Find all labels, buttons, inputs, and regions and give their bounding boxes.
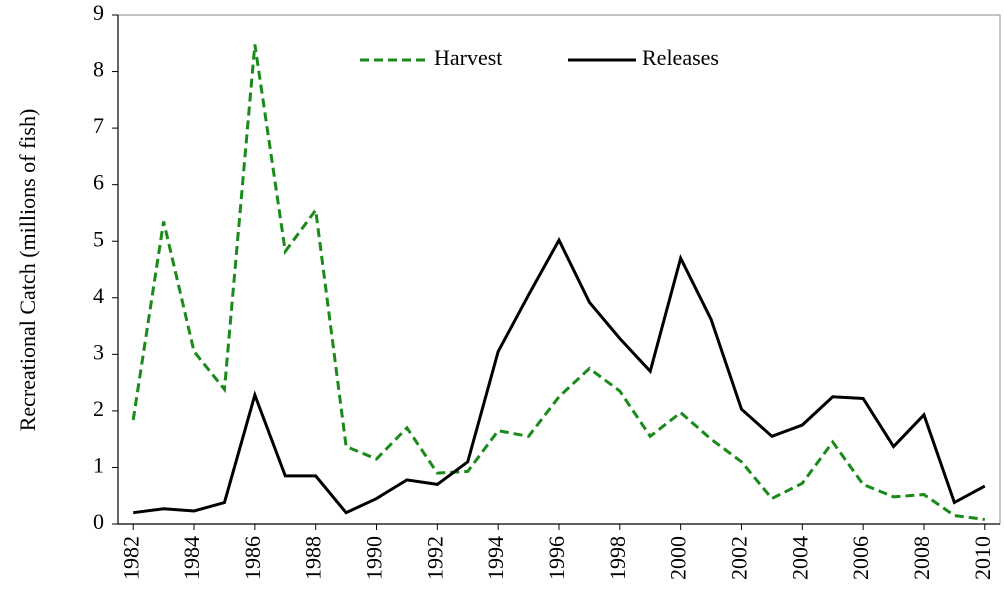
x-tick-label: 1994 xyxy=(483,536,508,580)
y-tick-label: 6 xyxy=(93,170,104,195)
y-tick-label: 3 xyxy=(93,339,104,364)
plot-frame xyxy=(117,14,1001,525)
y-tick-label: 5 xyxy=(93,226,104,251)
legend-label: Harvest xyxy=(434,45,502,70)
x-tick-label: 2008 xyxy=(909,536,934,580)
y-tick-label: 0 xyxy=(93,509,104,534)
x-tick-label: 1998 xyxy=(605,536,630,580)
y-tick-label: 8 xyxy=(93,57,104,82)
data-line xyxy=(131,44,985,521)
x-tick-label: 2010 xyxy=(970,536,995,580)
y-axis-label: Recreational Catch (millions of fish) xyxy=(15,109,40,432)
y-tick-label: 2 xyxy=(93,396,104,421)
y-tick-label: 7 xyxy=(93,113,104,138)
x-tick-label: 1992 xyxy=(422,536,447,580)
x-tick-label: 1996 xyxy=(544,536,569,580)
x-tick-label: 1984 xyxy=(179,536,204,580)
x-tick-label: 1982 xyxy=(118,536,143,580)
x-tick-label: 2002 xyxy=(727,536,752,580)
x-tick-label: 1986 xyxy=(240,536,265,580)
x-tick-label: 2004 xyxy=(787,536,812,580)
y-tick-label: 9 xyxy=(93,0,104,25)
y-tick-label: 4 xyxy=(93,283,104,308)
y-tick-label: 1 xyxy=(93,452,104,477)
x-tick-label: 2006 xyxy=(848,536,873,580)
legend-label: Releases xyxy=(642,45,719,70)
x-tick-label: 2000 xyxy=(666,536,691,580)
x-tick-label: 1988 xyxy=(301,536,326,580)
x-tick-label: 1990 xyxy=(362,536,387,580)
data-line xyxy=(133,236,986,515)
